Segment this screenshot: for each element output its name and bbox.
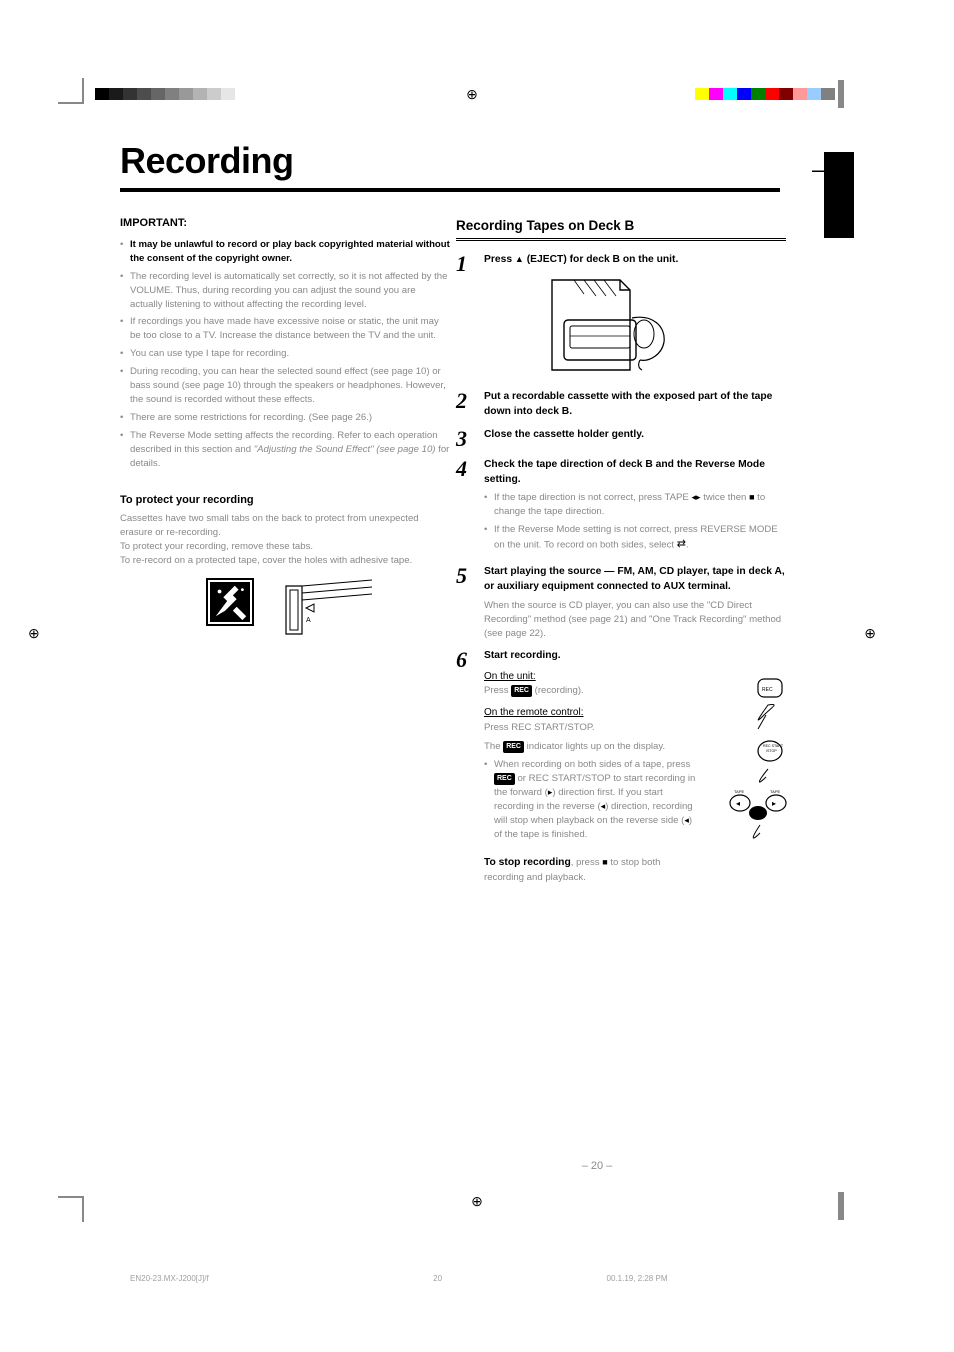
bullet-item: There are some restrictions for recordin… [120, 411, 450, 425]
rev-icon: ◂ [684, 815, 689, 825]
svg-text:REC START: REC START [763, 744, 784, 748]
step3-text: Close the cassette holder gently. [484, 429, 644, 440]
page-title: Recording [120, 140, 294, 182]
on-unit-label: On the unit: [484, 670, 702, 685]
step-5: 5 Start playing the source — FM, AM, CD … [456, 565, 786, 641]
svg-text:▸: ▸ [772, 799, 776, 808]
step-number: 2 [456, 390, 474, 420]
important-label: IMPORTANT: [120, 216, 450, 232]
bullet-item: During recoding, you can hear the select… [120, 365, 450, 407]
step-number: 3 [456, 428, 474, 450]
step6-text: Start recording. [484, 650, 561, 661]
right-subheading: Recording Tapes on Deck B [456, 216, 786, 239]
tab-remove-figure [206, 578, 254, 626]
subhead-rule [456, 240, 786, 241]
remote-buttons-illustration: REC REC START /STOP ◂ ▸ [718, 675, 790, 835]
stop-recording: To stop recording, press ■ to stop both … [484, 856, 702, 885]
grayscale-strip [95, 88, 277, 100]
title-rule [120, 188, 780, 192]
columns: IMPORTANT: It may be unlawful to record … [120, 216, 834, 893]
rec-indicator-note: The REC indicator lights up on the displ… [484, 740, 702, 754]
cassette-tab-figure: A [284, 578, 374, 641]
step-3: 3 Close the cassette holder gently. [456, 428, 786, 450]
step2-text: Put a recordable cassette with the expos… [484, 391, 772, 417]
step4-sub2: If the Reverse Mode setting is not corre… [484, 523, 786, 553]
svg-text:REC: REC [762, 687, 773, 693]
svg-text:/STOP: /STOP [766, 749, 777, 753]
svg-text:A: A [306, 617, 311, 624]
crop-mark-top-right [838, 80, 844, 108]
registration-mark-right: ⊕ [864, 625, 876, 642]
step4-head: Check the tape direction of deck B and t… [484, 459, 765, 485]
deck-b-illustration [544, 274, 684, 374]
bullet-text-ref: "Adjusting the Sound Effect" (see page 1… [254, 444, 436, 455]
step-number: 5 [456, 565, 474, 641]
step-1: 1 Press ▲ (EJECT) for deck B on the unit… [456, 253, 786, 382]
registration-mark-bottom: ⊕ [471, 1193, 483, 1210]
bullet-item: The recording level is automatically set… [120, 270, 450, 312]
bullet-item: You can use type I tape for recording. [120, 347, 450, 361]
eject-icon: ▲ [515, 254, 524, 264]
svg-text:TAPE: TAPE [734, 789, 744, 794]
step1-text-b: (EJECT) for deck B on the unit. [524, 254, 678, 265]
step1-text-a: Press [484, 254, 515, 265]
fwd-icon: ▸ [548, 787, 553, 797]
rev-icon: ◂ [601, 801, 606, 811]
svg-text:TAPE: TAPE [770, 789, 780, 794]
crop-mark-bottom-right [838, 1192, 844, 1220]
rec-icon: REC [511, 685, 532, 697]
rec-icon: REC [494, 773, 515, 785]
step-6: 6 Start recording. On the unit: Press RE… [456, 649, 786, 885]
bullet-item: It may be unlawful to record or play bac… [120, 238, 450, 266]
reverse-mode-icon: ⇄ [677, 538, 686, 550]
left-column: IMPORTANT: It may be unlawful to record … [120, 216, 450, 893]
step4-sub1: If the tape direction is not correct, pr… [484, 491, 786, 519]
bullet-item: If recordings you have made have excessi… [120, 315, 450, 343]
registration-mark-left: ⊕ [28, 625, 40, 642]
bullet-item: The Reverse Mode setting affects the rec… [120, 429, 450, 471]
footer-metadata: EN20-23.MX-J200[J]/f 20 00.1.19, 2:28 PM [130, 1274, 667, 1283]
step-number: 4 [456, 458, 474, 558]
protect-heading: To protect your recording [120, 493, 450, 509]
step-number: 6 [456, 649, 474, 885]
step-2: 2 Put a recordable cassette with the exp… [456, 390, 786, 420]
bullet-text: It may be unlawful to record or play bac… [130, 239, 450, 264]
registration-mark-top: ⊕ [466, 86, 478, 103]
on-remote-action: Press REC START/STOP. [484, 721, 702, 735]
svg-text:◂: ◂ [736, 799, 740, 808]
color-strip [667, 88, 835, 100]
rec-icon: REC [503, 741, 524, 753]
tab-figures: A [206, 578, 450, 641]
step5-text: Start playing the source — FM, AM, CD pl… [484, 566, 785, 592]
right-column: Recording Tapes on Deck B 1 Press ▲ (EJE… [456, 216, 786, 893]
page: ⊕ ⊕ ⊕ ⊕ Recording IMPORTANT: It may be u… [0, 0, 954, 1352]
page-number: – 20 – [120, 1160, 954, 1172]
title-row: Recording [120, 140, 834, 182]
rec-reverse-note: When recording on both sides of a tape, … [484, 758, 702, 842]
play-both-icon: ◂▸ [691, 492, 700, 502]
step-number: 1 [456, 253, 474, 382]
step5-note: When the source is CD player, you can al… [484, 599, 786, 641]
step-4: 4 Check the tape direction of deck B and… [456, 458, 786, 558]
protect-body: Cassettes have two small tabs on the bac… [120, 512, 450, 568]
crop-mark-bottom-left [58, 1196, 84, 1222]
content: Recording IMPORTANT: It may be unlawful … [120, 140, 834, 893]
continued-arrow-icon [812, 155, 842, 178]
crop-mark-top-left [58, 78, 84, 104]
on-remote-label: On the remote control: [484, 706, 702, 721]
top-print-bar: ⊕ [95, 85, 835, 103]
on-unit-action: Press REC (recording). [484, 684, 702, 698]
